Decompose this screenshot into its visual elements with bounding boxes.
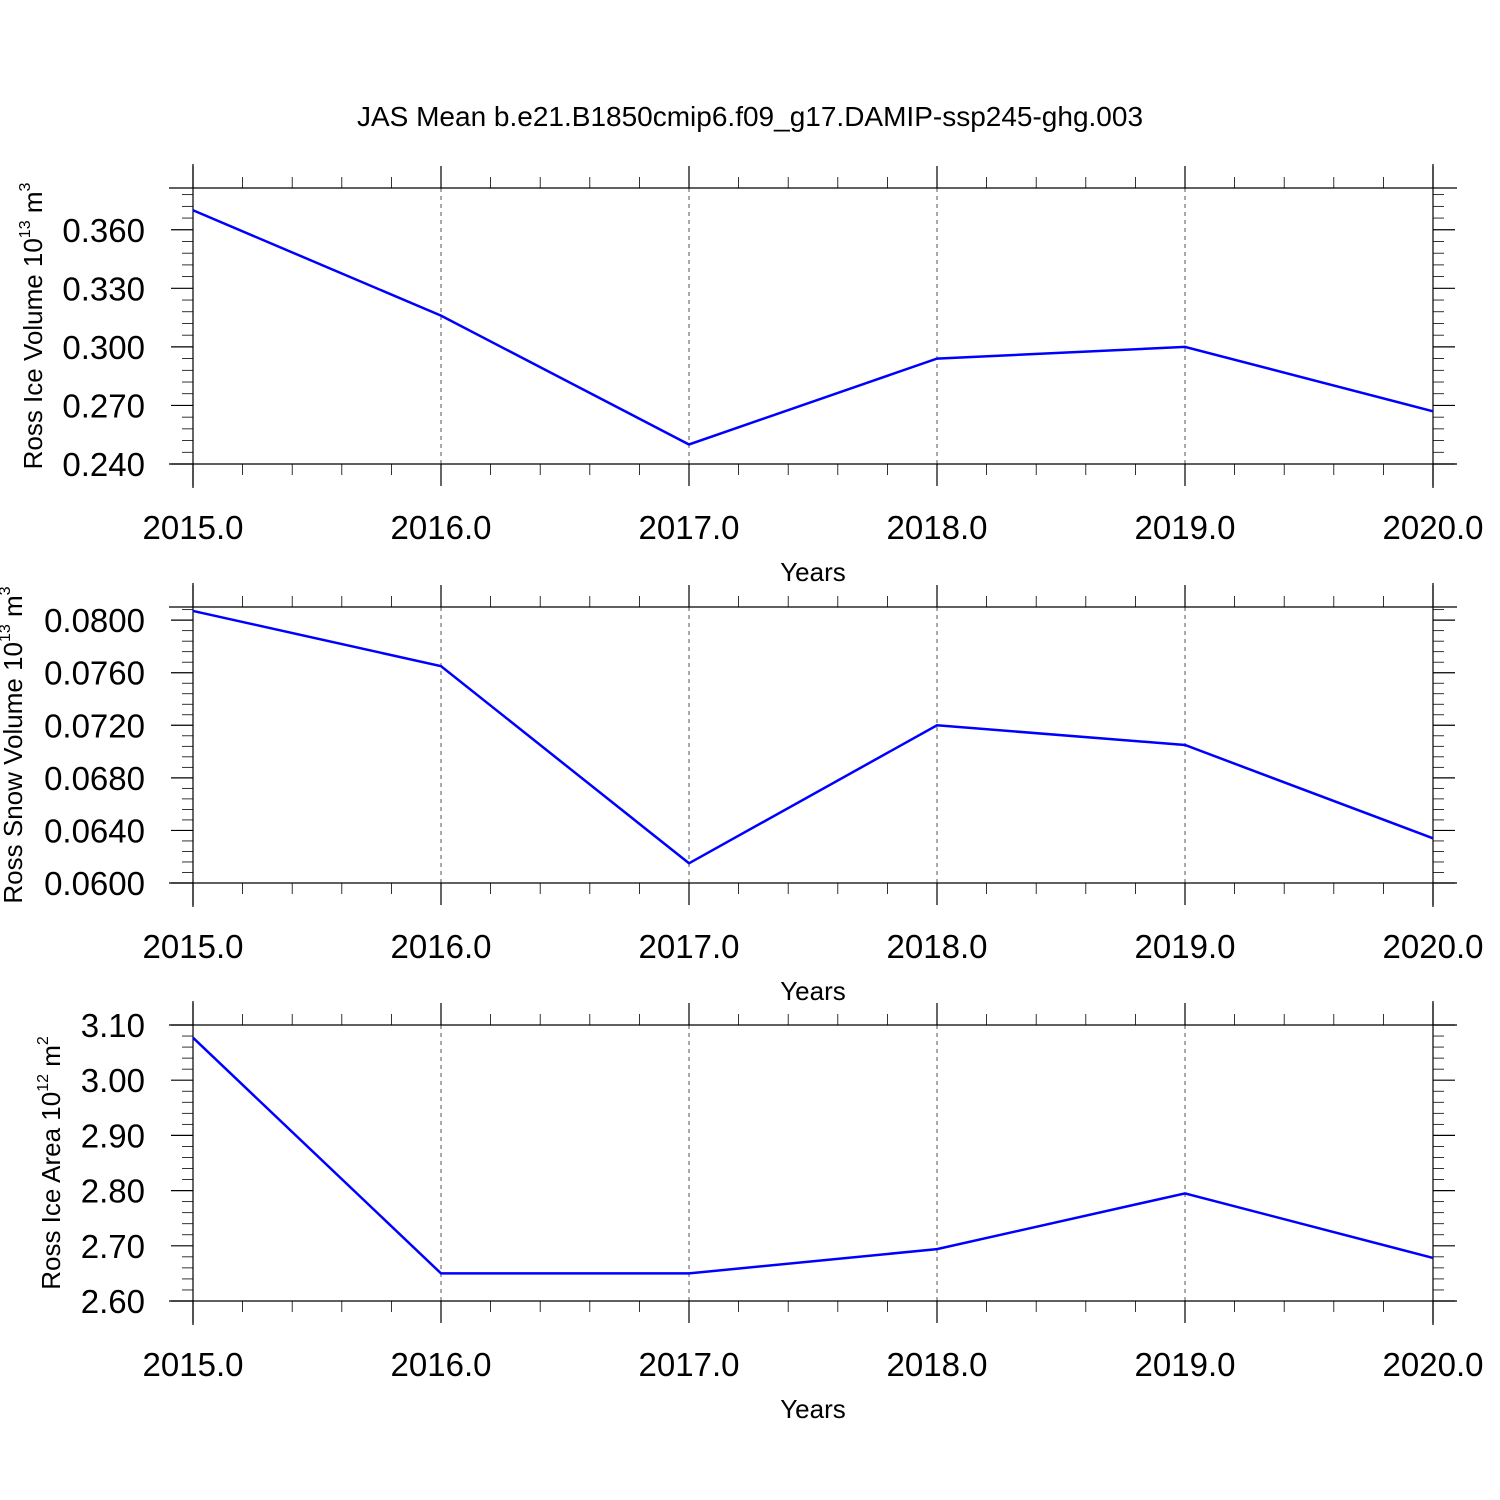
y-tick-label: 0.330 — [62, 270, 145, 307]
chart-panel-3: 2015.0 2016.0 2017.0 2018.0 2019.0 2020.0 Year… — [35, 1001, 1483, 1424]
panels: 2015.0 2016.0 2017.0 2018.0 2019.0 2020.0 Year… — [0, 164, 1483, 1424]
y-axis-label-exponent: 12 — [35, 1074, 52, 1092]
chart-panel-1: 2015.0 2016.0 2017.0 2018.0 2019.0 2020.0 Year… — [17, 164, 1483, 587]
x-tick-label: 2019.0 — [1135, 1346, 1236, 1383]
chart-panel-2: 2015.0 2016.0 2017.0 2018.0 2019.0 2020.0 Year… — [0, 583, 1483, 1006]
x-tick-label: 2019.0 — [1135, 928, 1236, 965]
y-tick-label: 0.0800 — [44, 602, 145, 639]
y-axis-label-text: Ross Ice Volume 10 — [18, 238, 48, 469]
y-tick-label: 0.270 — [62, 387, 145, 424]
x-tick-label: 2015.0 — [143, 1346, 244, 1383]
series-line — [192, 609, 1434, 865]
x-tick-label: 2016.0 — [391, 928, 492, 965]
y-axis-label-text: Ross Snow Volume 10 — [0, 642, 28, 904]
y-axis-label: Ross Ice Volume 1013 m3 — [17, 182, 48, 469]
x-axis-label: Years — [780, 1394, 846, 1424]
x-tick-label: 2020.0 — [1383, 509, 1484, 546]
series-line — [192, 1036, 1434, 1275]
y-axis-label-unit-exponent: 2 — [35, 1036, 52, 1045]
x-tick-label: 2019.0 — [1135, 509, 1236, 546]
y-tick-label: 2.70 — [81, 1228, 145, 1265]
y-tick-label: 0.360 — [62, 212, 145, 249]
x-tick-label: 2018.0 — [887, 509, 988, 546]
y-axis-label-unit: m — [18, 191, 48, 220]
x-tick-label: 2017.0 — [639, 509, 740, 546]
x-tick-label: 2020.0 — [1383, 928, 1484, 965]
chart-title: JAS Mean b.e21.B1850cmip6.f09_g17.DAMIP-… — [357, 101, 1143, 132]
y-axis-label-unit: m — [0, 595, 28, 624]
x-tick-label: 2017.0 — [639, 928, 740, 965]
x-tick-label: 2016.0 — [391, 1346, 492, 1383]
x-axis-label: Years — [780, 557, 846, 587]
y-axis-label-unit: m — [36, 1045, 66, 1074]
x-tick-label: 2018.0 — [887, 928, 988, 965]
x-tick-label: 2015.0 — [143, 509, 244, 546]
y-tick-label: 0.0600 — [44, 865, 145, 902]
x-tick-label: 2015.0 — [143, 928, 244, 965]
y-axis-label-text: Ross Ice Area 10 — [36, 1092, 66, 1290]
y-tick-label: 0.300 — [62, 329, 145, 366]
y-tick-label: 2.80 — [81, 1173, 145, 1210]
x-tick-label: 2016.0 — [391, 509, 492, 546]
x-tick-label: 2020.0 — [1383, 1346, 1484, 1383]
y-tick-label: 0.0680 — [44, 760, 145, 797]
y-tick-label: 3.10 — [81, 1007, 145, 1044]
y-axis-label-exponent: 13 — [0, 624, 14, 642]
y-axis-label-unit-exponent: 3 — [0, 586, 14, 595]
series-line — [192, 209, 1434, 446]
y-tick-label: 2.60 — [81, 1283, 145, 1320]
y-tick-label: 3.00 — [81, 1062, 145, 1099]
y-tick-label: 2.90 — [81, 1117, 145, 1154]
y-tick-label: 0.0640 — [44, 812, 145, 849]
y-tick-label: 0.240 — [62, 446, 145, 483]
y-tick-label: 0.0760 — [44, 655, 145, 692]
y-tick-label: 0.0720 — [44, 707, 145, 744]
x-tick-label: 2018.0 — [887, 1346, 988, 1383]
y-axis-label-exponent: 13 — [17, 220, 34, 238]
x-axis-label: Years — [780, 976, 846, 1006]
y-axis-label-unit-exponent: 3 — [17, 182, 34, 191]
y-axis-label: Ross Ice Area 1012 m2 — [35, 1036, 66, 1290]
x-tick-label: 2017.0 — [639, 1346, 740, 1383]
y-axis-label: Ross Snow Volume 1013 m3 — [0, 586, 28, 903]
